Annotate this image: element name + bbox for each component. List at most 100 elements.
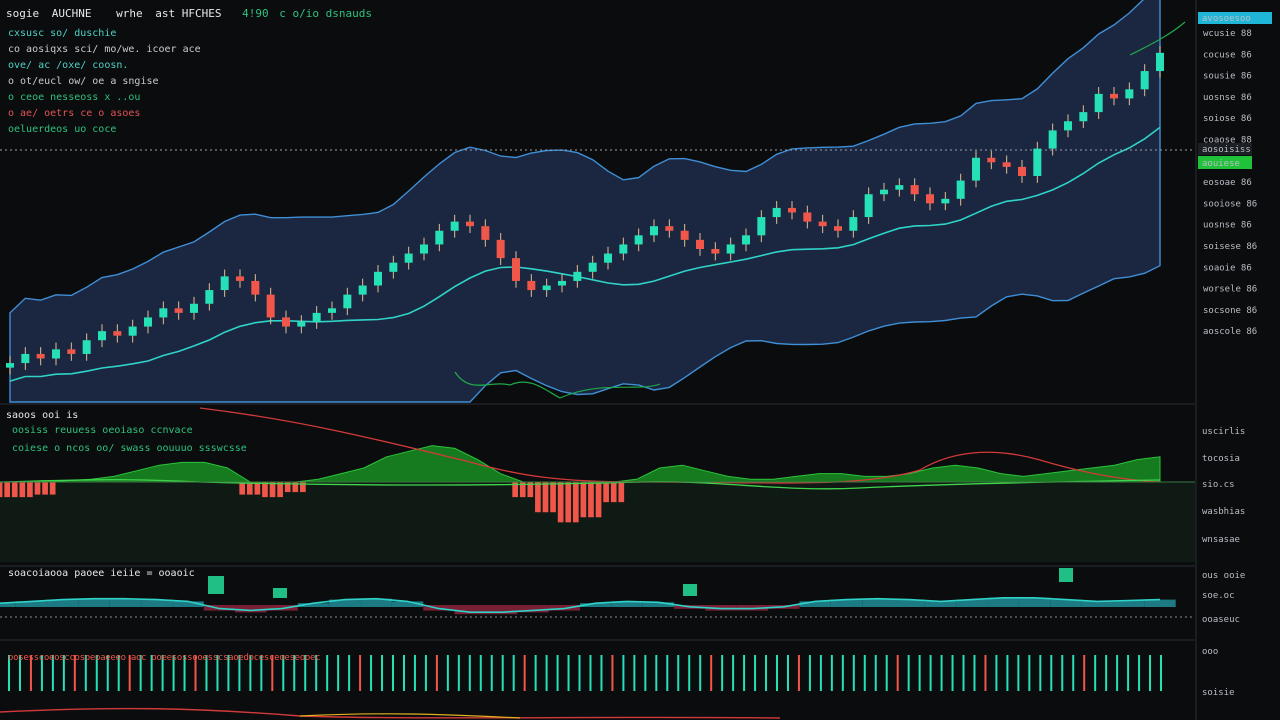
macd-pane[interactable] — [0, 407, 1195, 562]
volume-pane[interactable] — [0, 655, 1162, 719]
volume-bars — [8, 655, 1162, 691]
volume-bar — [150, 655, 153, 691]
volume-bar — [106, 655, 109, 691]
volume-bar — [644, 655, 647, 691]
candle-body — [772, 207, 781, 218]
volume-bar — [359, 655, 362, 691]
volume-bar — [1094, 655, 1097, 691]
volume-bar — [523, 655, 526, 691]
volume-bar — [370, 655, 373, 691]
macd-neg-bar — [535, 482, 541, 513]
osc-bar — [141, 599, 173, 607]
macd-neg-bar — [572, 482, 579, 523]
volume-bar — [293, 655, 296, 691]
candle-body — [665, 226, 674, 231]
candle-body — [21, 353, 30, 364]
legend-line: cxsusc so/ duschie — [8, 28, 117, 39]
candle-body — [558, 280, 566, 286]
candle-body — [328, 308, 336, 313]
chart-style-label[interactable]: wrhe — [116, 7, 143, 20]
osc-bar — [297, 603, 330, 607]
candle-body — [282, 317, 290, 327]
candle-body — [1033, 148, 1042, 176]
chart-header[interactable]: sogie AUCHNE wrhe ast HFCHES 4!90 c o/io… — [6, 8, 372, 20]
macd-neg-bar — [588, 482, 594, 518]
macd-neg-bar — [269, 482, 276, 498]
volume-bar — [743, 655, 746, 691]
oscillator-line — [0, 597, 1161, 613]
volume-bar — [512, 655, 515, 691]
osc-bar — [15, 601, 48, 607]
volume-bar — [183, 655, 186, 691]
volume-bar — [995, 655, 998, 691]
price-tick-label: soisese 86 — [1203, 242, 1257, 252]
pane-tick-label: soe.oc — [1202, 591, 1235, 601]
interval-label[interactable]: AUCHNE — [51, 7, 92, 20]
osc-bar — [391, 601, 424, 607]
osc-bar — [1018, 597, 1051, 607]
candle-body — [512, 258, 520, 281]
volume-bar — [786, 655, 789, 691]
macd-neg-bar — [565, 482, 572, 523]
volume-bar — [776, 655, 778, 691]
volume-bar — [907, 655, 910, 691]
indicators-label[interactable]: ast HFCHES — [155, 7, 222, 20]
top-price-badge — [1198, 12, 1272, 24]
volume-bar — [238, 655, 241, 691]
macd-neg-bar — [277, 482, 283, 498]
candle-body — [573, 271, 582, 281]
pane-tick-label: wnsasae — [1202, 535, 1240, 545]
volume-bar — [556, 655, 559, 691]
osc-bar — [78, 598, 110, 607]
price-axis[interactable]: avosoesoo wcusie 88 cocuse 86 sousie 86 uos… — [1198, 12, 1272, 337]
volume-bar — [666, 655, 669, 691]
price-pane[interactable] — [0, 0, 1195, 403]
candle-body — [941, 198, 950, 204]
volume-bar — [1105, 655, 1108, 691]
candle-body — [435, 230, 444, 245]
price-label: 4!90 — [242, 7, 269, 20]
candle-body — [159, 308, 168, 318]
candle-body — [144, 317, 152, 327]
candle-body — [481, 226, 490, 240]
candle-body — [956, 180, 965, 199]
volume-bar — [216, 655, 219, 691]
bottom-line-yellow — [299, 713, 521, 719]
volume-bar — [161, 655, 164, 691]
volume-bar — [62, 655, 65, 691]
osc-bar — [47, 599, 79, 607]
oscillator-pane[interactable] — [0, 568, 1195, 618]
candle-body — [895, 185, 904, 190]
macd-neg-bar — [300, 482, 306, 493]
candle-body — [619, 244, 628, 254]
volume-bar — [765, 655, 768, 691]
candle-body — [220, 276, 229, 291]
bottom-line-red — [0, 707, 781, 719]
legend-line: ove/ ac /oxe/ coosn. — [8, 60, 129, 71]
volume-bar — [1061, 655, 1064, 691]
candle-body — [742, 235, 750, 245]
candle-body — [650, 226, 658, 236]
osc-bar — [454, 605, 486, 615]
candle-body — [1064, 121, 1072, 131]
price-tick-label: cocuse 86 — [1203, 50, 1252, 60]
symbol-label[interactable]: sogie — [6, 7, 40, 20]
volume-bar — [1160, 655, 1162, 691]
candle-body — [972, 157, 980, 181]
candle-body — [128, 326, 137, 336]
volume-bar — [1127, 655, 1130, 691]
volume-bar — [1138, 655, 1141, 691]
volume-bar — [633, 655, 636, 691]
candle-body — [1140, 71, 1149, 90]
osc-bar — [517, 605, 549, 613]
candle-body — [588, 262, 597, 272]
macd-neg-bar — [254, 482, 261, 495]
price-tick-label: uosnse 86 — [1203, 93, 1252, 103]
volume-bar — [852, 655, 855, 691]
volume-bar — [1072, 655, 1075, 691]
volume-bar — [841, 655, 844, 691]
macd-neg-bar — [284, 482, 291, 493]
osc-bar — [1050, 599, 1082, 607]
macd-neg-bar — [4, 482, 11, 498]
